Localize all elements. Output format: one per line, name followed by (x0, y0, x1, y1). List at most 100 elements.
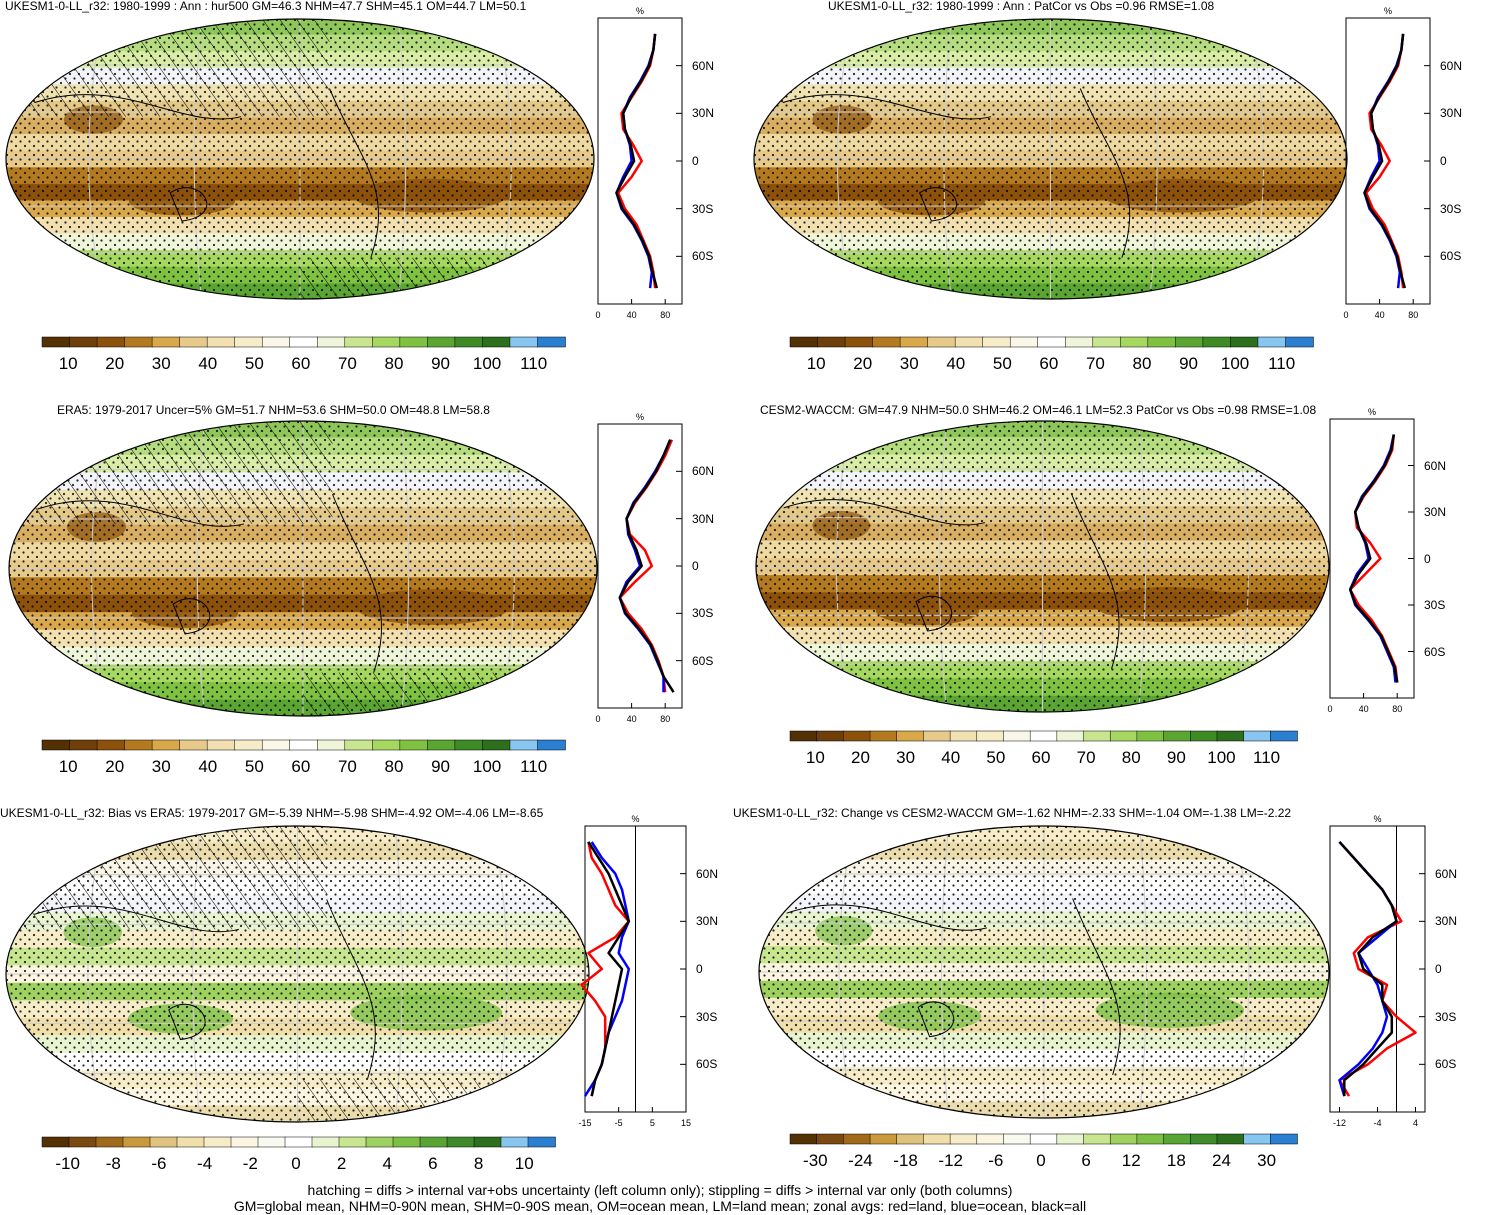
colorbar-swatch (1163, 1133, 1192, 1145)
lat-tick-label: 0 (692, 559, 699, 573)
colorbar-swatch (149, 1136, 178, 1148)
colorbar-swatch (427, 739, 456, 751)
series-line-blue (1363, 33, 1405, 289)
colorbar-tick-label: 50 (993, 354, 1012, 373)
colorbar-swatch (537, 336, 566, 348)
colorbar-swatch (151, 739, 181, 751)
panel-title: UKESM1-0-LL_r32: 1980-1999 : Ann : PatCo… (828, 0, 1215, 13)
colorbar-swatch (261, 739, 291, 751)
colorbar-tick-label: 20 (851, 748, 870, 767)
colorbar-swatch (949, 1133, 978, 1145)
x-tick-label: -5 (615, 1118, 623, 1128)
lat-tick-label: 60N (696, 866, 719, 881)
colorbar-swatch (954, 336, 984, 348)
x-tick-label: 40 (627, 310, 637, 320)
zonal-unit-label: % (636, 412, 644, 422)
lat-tick-label: 0 (1424, 551, 1431, 566)
colorbar-swatch (289, 739, 319, 751)
colorbar-swatch (176, 1136, 205, 1148)
colorbar-tick-label: -6 (151, 1154, 166, 1173)
colorbar-tick-label: 4 (383, 1154, 392, 1173)
colorbar-tick-label: 70 (1086, 354, 1105, 373)
colorbar-tick-label: 70 (338, 757, 357, 776)
map-plot (8, 420, 598, 717)
colorbar-tick-label: 10 (59, 757, 78, 776)
colorbar-tick-label: 6 (428, 1154, 437, 1173)
zonal-mean-plot: % -15 -5 5 15 (578, 814, 691, 1128)
colorbar-swatch (1257, 336, 1287, 348)
colorbar-tick-label: 50 (245, 354, 264, 373)
colorbar-swatch (234, 336, 263, 348)
lat-tick-label: 60S (1440, 249, 1462, 264)
x-tick-label: 80 (660, 714, 670, 724)
panel-title: UKESM1-0-LL_r32: Change vs CESM2-WACCM G… (733, 806, 1292, 820)
colorbar-swatch (896, 1133, 925, 1145)
colorbar-swatch (923, 1133, 951, 1145)
series-line-black (1363, 33, 1407, 289)
lat-tick-label: 60S (1424, 644, 1446, 659)
colorbar-swatch (1216, 730, 1245, 742)
colorbar-swatch (1136, 730, 1165, 742)
colorbar-swatch (392, 1136, 421, 1148)
x-tick-label: 0 (1327, 704, 1332, 714)
lat-tick-label: 0 (1435, 962, 1442, 976)
colorbar: 10 20 30 40 50 60 70 80 90 100 110 (789, 730, 1298, 767)
colorbar-tick-label: 30 (900, 354, 919, 373)
lat-tick-label: 30N (692, 106, 715, 121)
colorbar-swatch (949, 730, 978, 742)
colorbar-swatch (203, 1136, 232, 1148)
colorbar: 10 20 30 40 50 60 70 80 90 100 110 (789, 336, 1314, 373)
colorbar-swatch (284, 1136, 313, 1148)
lat-tick-label: 60S (692, 653, 714, 668)
colorbar-swatch (1230, 336, 1259, 348)
colorbar-tick-label: -4 (197, 1154, 212, 1173)
colorbar-swatch (789, 1133, 818, 1145)
colorbar-swatch (869, 730, 898, 742)
colorbar-swatch (41, 336, 71, 348)
colorbar-tick-label: 60 (1032, 748, 1051, 767)
colorbar-swatch (344, 739, 374, 751)
lat-tick-label: 60S (1435, 1057, 1457, 1072)
colorbar-swatch (1285, 336, 1314, 348)
lat-tick-label: 30N (1440, 106, 1463, 121)
colorbar-tick-label: -24 (848, 1151, 873, 1170)
colorbar-swatch (1109, 730, 1138, 742)
zonal-mean-plot: % -12 -4 4 (1329, 814, 1426, 1128)
colorbar-swatch (1092, 336, 1122, 348)
colorbar-swatch (1056, 1133, 1085, 1145)
zonal-unit-label: % (631, 814, 639, 824)
colorbar-swatch (234, 739, 263, 751)
colorbar-swatch (1003, 730, 1031, 742)
colorbar-tick-label: -10 (55, 1154, 80, 1173)
lat-tick-label: 0 (1440, 154, 1447, 168)
colorbar-swatch (95, 1136, 124, 1148)
x-tick-label: 0 (595, 714, 600, 724)
colorbar-swatch (872, 336, 901, 348)
x-tick-label: -4 (1373, 1118, 1381, 1128)
colorbar-tick-label: 50 (245, 757, 264, 776)
colorbar-swatch (537, 739, 566, 751)
colorbar-tick-label: -30 (803, 1151, 828, 1170)
colorbar-tick-label: 100 (473, 354, 501, 373)
colorbar-tick-label: 10 (59, 354, 78, 373)
colorbar-swatch (1270, 730, 1298, 742)
colorbar: -30 -24 -18 -12 -6 0 6 12 18 24 30 (789, 1133, 1298, 1170)
colorbar-tick-label: 30 (896, 748, 915, 767)
colorbar-tick-label: 100 (1207, 748, 1235, 767)
colorbar-swatch (1270, 1133, 1298, 1145)
colorbar-tick-label: 2 (337, 1154, 346, 1173)
colorbar-tick-label: 6 (1081, 1151, 1090, 1170)
lat-tick-label: 30S (692, 606, 714, 621)
colorbar-swatch (1083, 1133, 1111, 1145)
colorbar-tick-label: 20 (853, 354, 872, 373)
panel-title: ERA5: 1979-2017 Uncer=5% GM=51.7 NHM=53.… (57, 403, 490, 417)
colorbar-swatch (816, 730, 845, 742)
zonal-mean-plot: % 0 40 80 (1327, 407, 1415, 714)
colorbar-tick-label: 110 (1268, 354, 1295, 373)
lat-tick-label: 30N (692, 511, 715, 526)
lat-tick-label: 30S (1440, 201, 1462, 216)
series-line-red (1348, 434, 1399, 683)
colorbar-swatch (41, 739, 71, 751)
colorbar-swatch (982, 336, 1011, 348)
x-tick-label: 40 (1359, 704, 1369, 714)
